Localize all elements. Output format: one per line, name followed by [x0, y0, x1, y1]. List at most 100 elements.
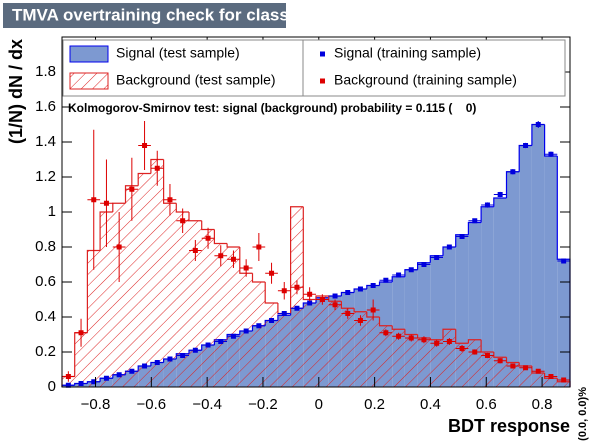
- data-point: [112, 372, 126, 378]
- x-tick-label: 0: [315, 396, 323, 413]
- data-point: [265, 318, 278, 323]
- histogram-bar: [328, 301, 342, 387]
- marker: [370, 307, 376, 313]
- marker: [256, 244, 262, 250]
- marker: [281, 311, 287, 316]
- histogram-bar: [519, 145, 532, 387]
- marker: [205, 235, 211, 241]
- x-tick-label: −0.6: [137, 396, 167, 413]
- marker: [472, 349, 478, 355]
- data-point: [62, 371, 75, 382]
- marker: [218, 253, 224, 259]
- marker: [218, 339, 224, 344]
- histogram-bar: [519, 366, 532, 387]
- data-point: [544, 151, 558, 157]
- x-tick-label: −0.2: [248, 396, 278, 413]
- data-point: [354, 315, 367, 326]
- data-point: [201, 227, 215, 249]
- histogram-edge: [290, 206, 304, 314]
- histogram-bar: [506, 362, 520, 387]
- histogram-bar: [201, 229, 215, 387]
- marker: [357, 318, 363, 323]
- marker: [243, 328, 249, 334]
- histogram-bar: [493, 357, 507, 387]
- histogram-bar: [87, 250, 101, 387]
- data-point: [468, 218, 482, 224]
- x-tick-label: 0.6: [476, 396, 497, 413]
- histogram-bar: [379, 325, 393, 387]
- marker: [269, 318, 275, 323]
- marker: [78, 330, 84, 336]
- histogram-edge: [251, 273, 266, 283]
- histogram-edge: [201, 220, 215, 231]
- histogram-bar: [493, 198, 507, 387]
- histogram-edge: [315, 295, 329, 300]
- legend-swatch: [69, 45, 109, 63]
- histogram-bar: [506, 171, 520, 387]
- data-point: [227, 333, 240, 339]
- data-point: [455, 345, 469, 352]
- histogram-edge: [302, 206, 316, 301]
- marker: [281, 288, 287, 294]
- marker: [294, 305, 300, 311]
- data-point: [176, 353, 189, 358]
- data-point: [328, 293, 342, 299]
- histogram-edge: [404, 329, 418, 336]
- data-point: [443, 338, 456, 345]
- histogram-bar: [455, 343, 469, 387]
- marker: [510, 169, 516, 175]
- marker: [345, 311, 351, 316]
- marker: [548, 374, 554, 379]
- marker: [535, 122, 541, 127]
- marker: [269, 270, 275, 276]
- data-point: [303, 287, 316, 302]
- data-point: [531, 121, 545, 128]
- histogram-bar: [227, 247, 240, 387]
- data-point: [430, 339, 443, 347]
- data-point: [379, 277, 393, 283]
- marker: [459, 234, 465, 239]
- data-point: [392, 272, 405, 278]
- marker: [446, 244, 452, 250]
- histogram-edge: [137, 172, 151, 186]
- marker: [256, 323, 262, 329]
- data-point: [290, 280, 304, 295]
- marker: [408, 267, 414, 273]
- data-point: [290, 305, 304, 311]
- y-tick-label: 1.8: [35, 63, 56, 80]
- histogram-bar: [189, 220, 202, 387]
- data-point: [417, 336, 431, 344]
- y-tick-label: 0: [48, 378, 56, 395]
- marker: [180, 353, 186, 358]
- marker: [192, 347, 198, 353]
- legend-marker: [320, 51, 325, 57]
- data-point: [74, 318, 88, 347]
- marker: [78, 381, 84, 386]
- data-point: [404, 334, 418, 342]
- histogram-bar: [481, 206, 494, 387]
- x-tick-label: −0.8: [81, 396, 111, 413]
- marker: [307, 291, 313, 297]
- marker: [180, 218, 186, 224]
- marker: [383, 330, 389, 336]
- data-point: [392, 332, 405, 340]
- marker: [421, 262, 427, 267]
- data-point: [125, 157, 139, 221]
- histogram-bar: [430, 339, 443, 387]
- data-point: [506, 169, 520, 175]
- data-point: [252, 323, 266, 329]
- data-point: [531, 368, 545, 374]
- histogram-edge: [366, 311, 380, 318]
- data-point: [341, 290, 355, 295]
- x-axis-label: BDT response: [448, 416, 570, 436]
- side-note: U/O-flow (S,B): (0.0, 0.0)% / (0.0, 0.0)…: [577, 387, 589, 441]
- marker: [142, 363, 148, 369]
- histogram-edge: [442, 328, 456, 340]
- marker: [561, 377, 567, 383]
- data-point: [341, 308, 355, 319]
- data-point: [176, 208, 189, 233]
- histogram-bar: [163, 203, 177, 387]
- marker: [205, 342, 211, 348]
- legend-swatch: [69, 72, 109, 90]
- marker: [103, 375, 109, 381]
